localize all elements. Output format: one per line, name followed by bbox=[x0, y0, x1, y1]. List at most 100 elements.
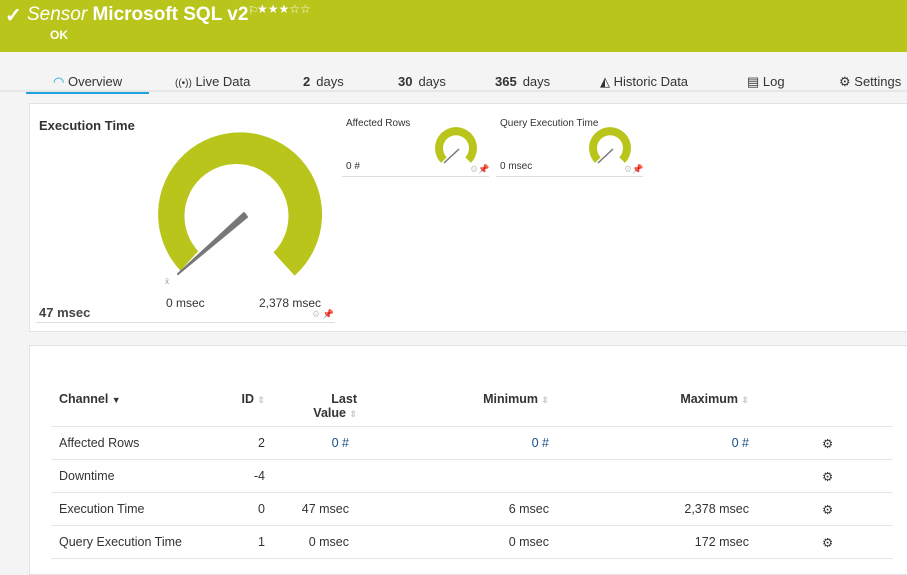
tab-settings[interactable]: ⚙ Settings bbox=[839, 74, 901, 90]
tab-bar: ◠ Overview ((•)) Live Data 2 days 30 days … bbox=[0, 72, 907, 94]
channel-name[interactable]: Affected Rows bbox=[51, 426, 221, 460]
gauge-title: Affected Rows bbox=[346, 118, 411, 129]
header-label: Value bbox=[313, 406, 346, 420]
table-row[interactable]: Affected Rows 2 0 #0 #0 # ⚙ bbox=[51, 426, 893, 460]
gear-pin-icons[interactable]: ⚙📌 bbox=[624, 164, 644, 174]
header-label: Minimum bbox=[483, 392, 538, 406]
tab-overview[interactable]: ◠ Overview bbox=[26, 74, 149, 94]
sort-down-icon: ▼ bbox=[111, 395, 121, 405]
gauge-min-label: 0 msec bbox=[166, 296, 205, 310]
header-label: Maximum bbox=[680, 392, 738, 406]
last-value: 0 # bbox=[273, 426, 357, 460]
affected-rows-gauge bbox=[435, 127, 477, 164]
tab-30-days[interactable]: 30 days bbox=[398, 74, 446, 89]
channels-table: Channel ▼ ID ⇕ Last Value ⇕ Minimum ⇕ Max… bbox=[51, 382, 893, 559]
gauge-max-label: 2,378 msec bbox=[259, 296, 322, 310]
divider bbox=[36, 322, 335, 323]
col-maximum[interactable]: Maximum ⇕ bbox=[557, 382, 757, 427]
gear-pin-icons[interactable]: ⚙ 📌 bbox=[312, 309, 334, 319]
gauges-panel: Execution Time x̄ 0 msec 2,378 msec 47 m… bbox=[29, 103, 907, 332]
table-row[interactable]: Execution Time 0 47 msec 6 msec 2,378 msec ⚙ bbox=[51, 492, 893, 526]
col-last-value[interactable]: Last Value ⇕ bbox=[273, 382, 357, 427]
channel-id: 0 bbox=[221, 492, 273, 526]
gauge-title: Query Execution Time bbox=[500, 118, 599, 129]
header-label: Channel bbox=[59, 392, 109, 406]
sensor-header: ✓ Sensor Microsoft SQL v2⚐ ★★★☆☆ OK bbox=[0, 0, 907, 52]
last-value bbox=[273, 459, 357, 493]
minimum: 6 msec bbox=[357, 492, 557, 526]
query-execution-time-gauge bbox=[589, 127, 631, 164]
table-row[interactable]: Downtime -4 ⚙ bbox=[51, 459, 893, 493]
table-header-row: Channel ▼ ID ⇕ Last Value ⇕ Minimum ⇕ Max… bbox=[51, 382, 893, 427]
broadcast-icon: ((•)) bbox=[175, 78, 192, 89]
title-prefix: Sensor bbox=[27, 4, 88, 25]
maximum: 0 # bbox=[557, 426, 757, 460]
table-row[interactable]: Query Execution Time 1 0 msec 0 msec 172 mse… bbox=[51, 525, 893, 559]
tab-label: Historic Data bbox=[613, 74, 689, 89]
tab-historic-data[interactable]: ◭ Historic Data bbox=[600, 74, 688, 90]
sort-icon: ⇕ bbox=[541, 395, 549, 405]
tab-num: 2 bbox=[303, 74, 311, 89]
tab-2-days[interactable]: 2 days bbox=[303, 74, 344, 89]
tab-label: days bbox=[316, 74, 344, 89]
divider bbox=[496, 176, 643, 177]
priority-stars[interactable]: ★★★☆☆ bbox=[257, 2, 311, 16]
gear-icon: ⚙ bbox=[839, 74, 851, 89]
area-chart-icon: ◭ bbox=[600, 74, 610, 89]
gauge-needle bbox=[177, 212, 248, 275]
header-label: ID bbox=[241, 392, 254, 406]
channel-id: 2 bbox=[221, 426, 273, 460]
channel-settings-icon[interactable]: ⚙ bbox=[757, 525, 893, 559]
log-icon: ▤ bbox=[747, 74, 760, 89]
status-text: OK bbox=[50, 28, 68, 42]
tab-label: Live Data bbox=[195, 74, 251, 89]
gauge-value: 47 msec bbox=[39, 305, 91, 320]
sensor-name[interactable]: Microsoft SQL v2 bbox=[92, 4, 249, 25]
channel-settings-icon[interactable]: ⚙ bbox=[757, 426, 893, 460]
tab-365-days[interactable]: 365 days bbox=[495, 74, 550, 89]
tab-label: days bbox=[418, 74, 446, 89]
minimum: 0 msec bbox=[357, 525, 557, 559]
channel-id: 1 bbox=[221, 525, 273, 559]
maximum bbox=[557, 459, 757, 493]
gear-pin-icons[interactable]: ⚙📌 bbox=[470, 164, 490, 174]
channel-id: -4 bbox=[221, 459, 273, 493]
tab-num: 365 bbox=[495, 74, 517, 89]
gauge-value: 0 msec bbox=[500, 161, 533, 172]
sort-icon: ⇕ bbox=[741, 395, 749, 405]
minimum: 0 # bbox=[357, 426, 557, 460]
check-icon: ✓ bbox=[5, 5, 22, 27]
tab-live-data[interactable]: ((•)) Live Data bbox=[175, 74, 250, 89]
tab-label: Overview bbox=[67, 74, 123, 89]
flag-icon[interactable]: ⚐ bbox=[248, 5, 259, 17]
tab-label: Log bbox=[762, 74, 785, 89]
maximum: 2,378 msec bbox=[557, 492, 757, 526]
minimum bbox=[357, 459, 557, 493]
last-value: 0 msec bbox=[273, 525, 357, 559]
col-actions bbox=[757, 382, 893, 427]
gauge-icon: ◠ bbox=[53, 74, 65, 89]
tab-label: days bbox=[522, 74, 551, 89]
col-id[interactable]: ID ⇕ bbox=[221, 382, 273, 427]
execution-time-gauge: x̄ bbox=[158, 132, 323, 286]
maximum: 172 msec bbox=[557, 525, 757, 559]
channel-name[interactable]: Downtime bbox=[51, 459, 221, 493]
channel-name[interactable]: Query Execution Time bbox=[51, 525, 221, 559]
col-minimum[interactable]: Minimum ⇕ bbox=[357, 382, 557, 427]
channel-settings-icon[interactable]: ⚙ bbox=[757, 492, 893, 526]
tab-log[interactable]: ▤ Log bbox=[747, 74, 785, 90]
tab-num: 30 bbox=[398, 74, 413, 89]
tab-label: Settings bbox=[854, 74, 902, 89]
col-channel[interactable]: Channel ▼ bbox=[51, 382, 221, 427]
sensor-title: Sensor Microsoft SQL v2⚐ bbox=[27, 4, 258, 26]
last-value: 47 msec bbox=[273, 492, 357, 526]
sort-icon: ⇕ bbox=[257, 395, 265, 405]
sort-icon: ⇕ bbox=[349, 409, 357, 419]
channel-settings-icon[interactable]: ⚙ bbox=[757, 459, 893, 493]
gauge-title: Execution Time bbox=[39, 118, 135, 133]
header-label: Last bbox=[331, 392, 357, 406]
channel-name[interactable]: Execution Time bbox=[51, 492, 221, 526]
gauge-value: 0 # bbox=[346, 161, 360, 172]
average-marker: x̄ bbox=[165, 277, 169, 286]
divider bbox=[342, 176, 489, 177]
